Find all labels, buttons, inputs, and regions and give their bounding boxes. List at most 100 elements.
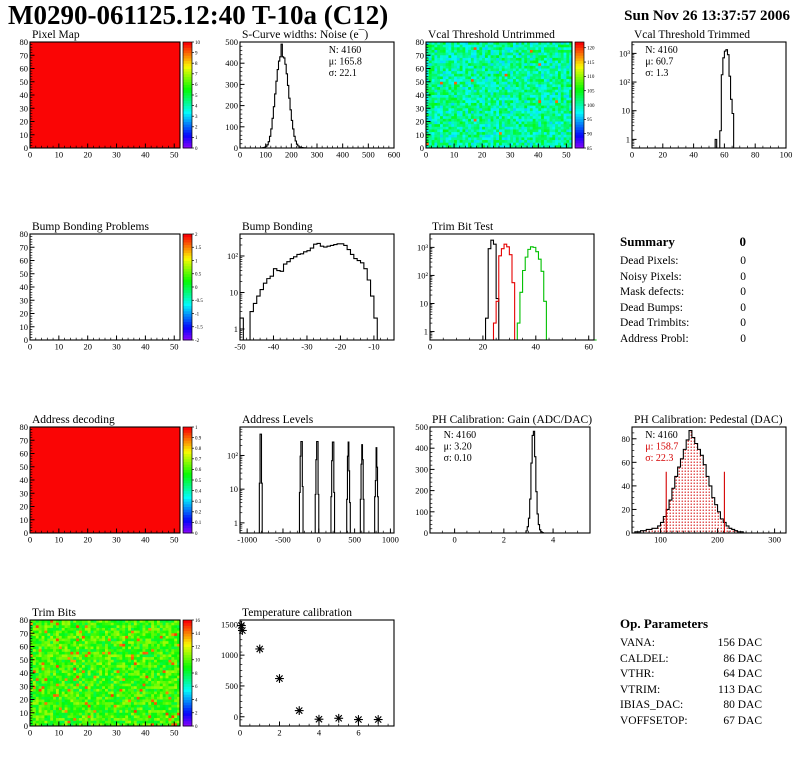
svg-text:300: 300 — [225, 79, 238, 89]
svg-text:100: 100 — [780, 150, 793, 160]
svg-text:400: 400 — [336, 150, 349, 160]
svg-text:60: 60 — [720, 150, 729, 160]
svg-text:400: 400 — [225, 58, 238, 68]
svg-text:0: 0 — [238, 150, 242, 160]
vcal-threshold-untrimmed-plot: 85 90 95 100 105 110 115 120 0 10 20 30 40 50 0 10 20 30 4… — [404, 28, 606, 164]
svg-text:300: 300 — [768, 535, 781, 545]
row-label: Dead Pixels: — [620, 255, 679, 267]
svg-text:9: 9 — [195, 51, 198, 56]
svg-text:Vcal Threshold Untrimmed: Vcal Threshold Untrimmed — [428, 29, 555, 41]
svg-text:N: 4160: N: 4160 — [444, 430, 477, 441]
svg-text:0: 0 — [24, 143, 28, 153]
row-label: Noisy Pixels: — [620, 270, 682, 283]
ph-calibration-pedestal-plot: 100 200 300 0 20 40 60 80 N: 4160 μ: 158.7 σ: 22.3… — [606, 413, 796, 549]
svg-text:0: 0 — [28, 342, 32, 352]
svg-text:20: 20 — [416, 117, 425, 127]
row-value: 156 DAC — [717, 637, 762, 649]
svg-text:-1.5: -1.5 — [195, 326, 203, 331]
svg-text:500: 500 — [225, 37, 238, 47]
svg-text:σ: 22.1: σ: 22.1 — [329, 68, 357, 79]
svg-text:40: 40 — [622, 481, 631, 491]
row-label: Address Probl: — [620, 332, 689, 345]
row-value: 67 DAC — [723, 714, 762, 727]
svg-text:60: 60 — [20, 256, 29, 266]
svg-text:0: 0 — [234, 143, 238, 153]
svg-text:200: 200 — [225, 101, 238, 111]
svg-text:70: 70 — [20, 242, 29, 252]
trim-bits-plot: 0 2 4 6 8 10 12 14 16 0 10 20 30 40 50 0 10 20 30 40 50 60 70 8… — [8, 606, 214, 742]
row-value: 0 — [740, 317, 746, 329]
svg-text:10: 10 — [55, 342, 64, 352]
svg-text:0.7: 0.7 — [195, 458, 202, 463]
svg-text:3: 3 — [195, 115, 198, 120]
row-value: 0 — [740, 286, 746, 298]
svg-text:40: 40 — [20, 282, 29, 292]
svg-text:115: 115 — [587, 61, 595, 66]
svg-text:500: 500 — [348, 535, 361, 545]
svg-text:100: 100 — [654, 535, 667, 545]
svg-text:20: 20 — [20, 117, 29, 127]
svg-text:0: 0 — [195, 532, 198, 537]
svg-text:-40: -40 — [268, 342, 279, 352]
bump-bonding-problems-plot: -2 -1.5 -1 -0.5 0 0.5 1 1.5 2 0 10 20 30 40 50 0 10 20 30 4… — [8, 220, 214, 356]
row-label: CALDEL: — [620, 652, 669, 665]
row-label: Mask defects: — [620, 286, 685, 298]
svg-text:Bump Bonding Problems: Bump Bonding Problems — [32, 221, 149, 233]
scurve-noise-plot: 0 100 200 300 400 500 600 0 100 200 300 400 500 N: 41… — [214, 28, 404, 164]
svg-text:0: 0 — [28, 535, 32, 545]
svg-text:Address Levels: Address Levels — [242, 414, 314, 426]
vcal-threshold-trimmed-plot: 0 20 40 60 80 100 1 10 10² 10³ N: 4160 μ: 60.7 σ: 1.… — [606, 28, 796, 164]
svg-text:70: 70 — [416, 50, 425, 60]
svg-text:σ: 22.3: σ: 22.3 — [645, 453, 673, 464]
svg-text:σ: 1.3: σ: 1.3 — [645, 68, 668, 79]
svg-text:-500: -500 — [275, 535, 291, 545]
svg-text:1: 1 — [626, 134, 630, 144]
row-value: 64 DAC — [723, 668, 762, 680]
svg-text:20: 20 — [20, 502, 29, 512]
svg-text:Address decoding: Address decoding — [32, 414, 115, 426]
svg-text:-1000: -1000 — [237, 535, 257, 545]
svg-text:-0.5: -0.5 — [195, 299, 203, 304]
svg-text:10: 10 — [55, 535, 64, 545]
svg-text:30: 30 — [506, 150, 515, 160]
svg-text:1000: 1000 — [382, 535, 399, 545]
summary-panel: Summary 0 Dead Pixels: 0 Noisy Pixels: 0… — [620, 234, 746, 347]
svg-text:40: 40 — [416, 90, 425, 100]
svg-text:10: 10 — [420, 298, 429, 308]
svg-text:0: 0 — [28, 150, 32, 160]
op-parameters-title: Op. Parameters — [620, 616, 709, 631]
row-value: 0 — [740, 270, 746, 283]
svg-text:70: 70 — [20, 435, 29, 445]
svg-text:7: 7 — [195, 73, 198, 78]
row-label: VTHR: — [620, 668, 655, 680]
svg-text:μ: 158.7: μ: 158.7 — [645, 442, 678, 453]
svg-text:0: 0 — [195, 147, 198, 152]
svg-text:1: 1 — [234, 324, 238, 334]
svg-text:10: 10 — [450, 150, 459, 160]
svg-text:0.5: 0.5 — [195, 479, 202, 484]
op-row-vana: VANA: 156 DAC — [620, 636, 762, 652]
svg-text:60: 60 — [622, 457, 631, 467]
svg-text:30: 30 — [20, 488, 29, 498]
svg-text:30: 30 — [112, 535, 121, 545]
svg-text:S-Curve widths: Noise (e¯): S-Curve widths: Noise (e¯) — [242, 28, 368, 41]
row-label: VANA: — [620, 637, 655, 649]
svg-text:2: 2 — [195, 233, 198, 238]
svg-text:100: 100 — [225, 122, 238, 132]
trim-bit-test-plot: 0 20 40 60 1 10 10² 10³ Trim Bit Test — [404, 220, 604, 356]
svg-text:PH Calibration: Gain (ADC/DAC): PH Calibration: Gain (ADC/DAC) — [432, 414, 592, 426]
svg-text:50: 50 — [562, 150, 571, 160]
svg-text:2: 2 — [195, 126, 198, 131]
svg-text:50: 50 — [170, 150, 179, 160]
summary-row-mask-defects: Mask defects: 0 — [620, 285, 746, 301]
svg-text:10³: 10³ — [417, 242, 429, 252]
row-value: 0 — [740, 255, 746, 267]
temperature-calibration-plot: 0 2 4 6 0 500 1000 1500 Temperature calibration — [214, 606, 404, 742]
svg-text:30: 30 — [20, 103, 29, 113]
op-parameters-panel: Op. Parameters VANA: 156 DAC CALDEL: 86 … — [620, 616, 762, 729]
svg-text:10: 10 — [416, 130, 425, 140]
summary-header: Summary 0 — [620, 234, 746, 250]
op-parameters-header: Op. Parameters — [620, 616, 762, 632]
svg-text:0.4: 0.4 — [195, 489, 202, 494]
svg-text:1: 1 — [195, 426, 198, 431]
